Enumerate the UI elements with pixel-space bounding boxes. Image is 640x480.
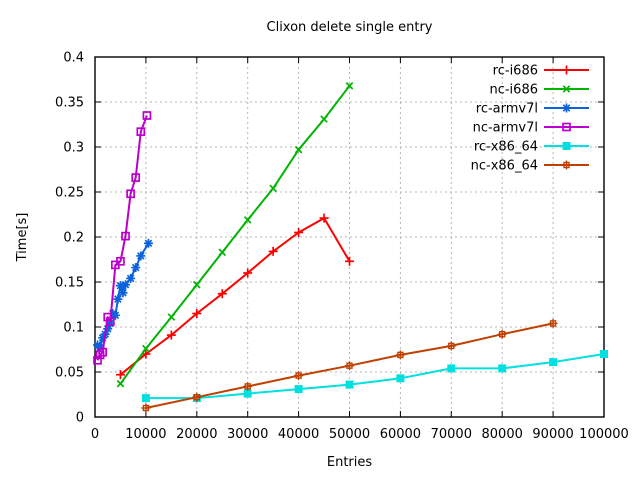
y-tick-label: 0.15 bbox=[55, 276, 84, 291]
x-tick-label: 100000 bbox=[579, 427, 629, 442]
marker-cross bbox=[192, 280, 201, 289]
x-axis-label: Entries bbox=[326, 455, 373, 470]
y-tick-label: 0.4 bbox=[63, 51, 84, 66]
marker-square-open bbox=[116, 256, 125, 266]
marker-square-filled bbox=[562, 142, 571, 150]
legend-label-nc-armv7l: nc-armv7l bbox=[473, 121, 538, 136]
marker-asterisk bbox=[144, 239, 153, 248]
x-tick-label: 50000 bbox=[329, 427, 370, 442]
marker-cross bbox=[320, 115, 328, 123]
marker-cross bbox=[167, 313, 176, 321]
marker-cross bbox=[294, 145, 303, 154]
x-tick-label: 10000 bbox=[125, 427, 166, 442]
marker-square-filled bbox=[345, 380, 354, 389]
plot-border bbox=[94, 56, 605, 418]
legend-label-nc-i686: nc-i686 bbox=[489, 83, 538, 98]
y-tick-label: 0.05 bbox=[55, 366, 84, 381]
series-line-nc-i686 bbox=[119, 85, 351, 385]
x-tick-label: 40000 bbox=[278, 427, 319, 442]
y-axis-label: Time[s] bbox=[15, 212, 30, 262]
marker-asterisk bbox=[131, 263, 140, 272]
marker-square-filled bbox=[294, 385, 303, 394]
marker-square-open bbox=[136, 127, 146, 137]
marker-cross bbox=[218, 248, 227, 257]
series-line-nc-armv7l bbox=[96, 115, 148, 361]
x-tick-label: 0 bbox=[91, 427, 99, 442]
marker-square-open bbox=[562, 122, 571, 132]
marker-asterisk bbox=[562, 104, 571, 112]
x-tick-label: 80000 bbox=[482, 427, 523, 442]
marker-asterisk bbox=[121, 280, 130, 289]
x-tick-label: 60000 bbox=[380, 427, 421, 442]
marker-square-open bbox=[126, 189, 135, 199]
marker-square-open bbox=[121, 231, 130, 241]
marker-square-open bbox=[93, 355, 102, 365]
marker-square-filled bbox=[447, 364, 456, 373]
marker-square-open bbox=[131, 173, 141, 182]
marker-square-filled bbox=[549, 358, 558, 367]
legend-label-rc-x86_64: rc-x86_64 bbox=[474, 140, 538, 155]
marker-square-open bbox=[105, 317, 115, 326]
x-tick-label: 90000 bbox=[532, 427, 573, 442]
y-tick-label: 0 bbox=[76, 411, 84, 426]
marker-cross bbox=[142, 344, 150, 353]
series-line-rc-i686 bbox=[119, 217, 351, 376]
marker-square-filled bbox=[141, 394, 150, 403]
marker-asterisk bbox=[116, 281, 125, 290]
legend-label-rc-i686: rc-i686 bbox=[493, 64, 538, 79]
legend-label-rc-armv7l: rc-armv7l bbox=[476, 102, 538, 117]
y-tick-label: 0.1 bbox=[63, 321, 84, 336]
x-tick-label: 20000 bbox=[176, 427, 217, 442]
marker-cross bbox=[345, 81, 354, 90]
y-tick-label: 0.3 bbox=[63, 141, 84, 156]
chart-title: Clixon delete single entry bbox=[266, 20, 433, 35]
marker-square-filled bbox=[498, 364, 507, 373]
marker-cross bbox=[243, 216, 252, 224]
marker-square-open bbox=[142, 111, 152, 120]
marker-square-open bbox=[98, 347, 107, 357]
marker-asterisk bbox=[96, 343, 104, 352]
y-tick-label: 0.25 bbox=[55, 186, 84, 201]
x-tick-label: 30000 bbox=[227, 427, 268, 442]
x-tick-label: 70000 bbox=[431, 427, 472, 442]
marker-cross bbox=[562, 85, 571, 93]
marker-square-filled bbox=[396, 374, 405, 383]
marker-asterisk bbox=[126, 274, 135, 283]
marker-cross bbox=[116, 379, 125, 388]
marker-square-open bbox=[103, 312, 113, 322]
y-tick-label: 0.35 bbox=[55, 96, 84, 111]
marker-cross bbox=[269, 184, 277, 193]
marker-square-filled bbox=[243, 389, 252, 398]
y-tick-label: 0.2 bbox=[63, 231, 84, 246]
series-line-rc-x86_64 bbox=[145, 353, 605, 400]
marker-asterisk bbox=[119, 288, 127, 297]
marker-asterisk bbox=[114, 295, 122, 303]
marker-square-filled bbox=[600, 350, 608, 358]
legend-label-nc-x86_64: nc-x86_64 bbox=[471, 159, 538, 174]
marker-asterisk bbox=[137, 252, 145, 260]
